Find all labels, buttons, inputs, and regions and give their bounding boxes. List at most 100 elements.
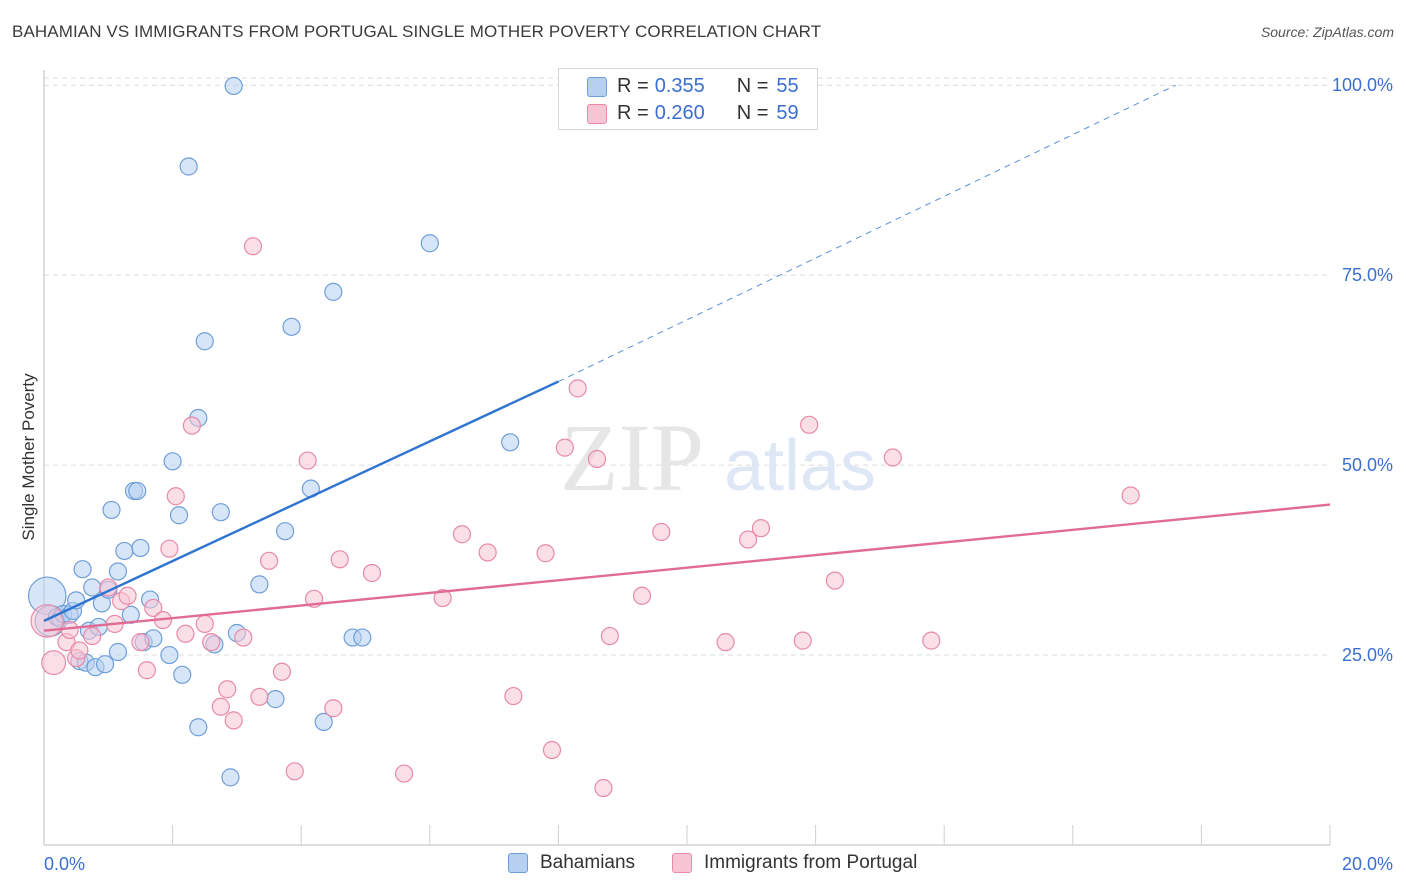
point-bahamians	[420, 234, 439, 253]
watermark-atlas: atlas	[724, 426, 876, 506]
watermark: ZIP atlas	[560, 404, 876, 511]
trendline-portugal	[43, 503, 1331, 632]
point-bahamians	[73, 560, 92, 579]
n-value: 59	[776, 101, 799, 124]
point-portugal	[883, 448, 902, 467]
n-label: N =	[736, 74, 769, 97]
point-bahamians	[189, 718, 208, 737]
r-label: R =	[617, 74, 649, 97]
point-portugal	[716, 633, 735, 652]
point-bahamians	[160, 645, 179, 665]
point-bahamians	[108, 642, 128, 662]
points-layer	[27, 76, 1140, 798]
point-portugal	[362, 563, 382, 583]
point-portugal	[793, 631, 812, 650]
legend-label: Immigrants from Portugal	[704, 852, 918, 873]
point-portugal	[298, 451, 317, 470]
point-portugal	[211, 697, 230, 716]
point-bahamians	[95, 655, 115, 674]
point-portugal	[259, 551, 279, 570]
point-bahamians	[115, 541, 134, 561]
point-portugal	[144, 598, 163, 618]
point-portugal	[800, 415, 819, 434]
point-bahamians	[179, 157, 198, 176]
y-tick-label: 100.0%	[1332, 75, 1393, 95]
point-portugal	[504, 686, 523, 706]
legend-swatch-portugal	[672, 853, 692, 873]
point-bahamians	[169, 506, 189, 525]
point-portugal	[83, 626, 102, 646]
point-portugal	[751, 519, 771, 538]
point-bahamians	[211, 503, 230, 522]
point-portugal	[922, 631, 941, 650]
point-portugal	[600, 626, 619, 646]
point-portugal	[224, 711, 243, 730]
point-portugal	[330, 550, 349, 569]
point-portugal	[394, 764, 414, 783]
y-tick-label: 25.0%	[1342, 645, 1393, 665]
stats-swatch-portugal	[587, 104, 607, 124]
point-bahamians	[83, 578, 102, 597]
point-bahamians	[163, 452, 182, 471]
point-bahamians	[266, 690, 285, 709]
point-portugal	[825, 571, 844, 590]
point-portugal	[176, 624, 195, 643]
stats-swatch-bahamians	[587, 77, 607, 97]
point-portugal	[70, 641, 89, 660]
point-bahamians	[250, 575, 269, 594]
point-portugal	[568, 379, 587, 398]
point-bahamians	[221, 768, 240, 787]
point-portugal	[160, 539, 179, 558]
stats-row-bahamians: R = 0.355 N = 55	[587, 73, 799, 99]
trendline-bahamians	[43, 380, 559, 622]
point-portugal	[542, 740, 562, 760]
point-bahamians	[353, 628, 372, 647]
legend-label: Bahamians	[540, 852, 636, 873]
trend-layer	[43, 84, 1331, 632]
axis-layer	[43, 70, 1331, 846]
r-value: 0.355	[654, 74, 705, 97]
legend-item-bahamians[interactable]: Bahamians	[508, 852, 635, 874]
point-portugal	[195, 614, 214, 633]
point-bahamians	[224, 76, 243, 96]
point-portugal	[166, 487, 185, 506]
watermark-zip: ZIP	[560, 404, 704, 511]
point-bahamians	[102, 500, 121, 520]
point-portugal	[30, 604, 64, 638]
point-portugal	[452, 525, 472, 544]
point-portugal	[41, 650, 67, 676]
point-portugal	[478, 543, 497, 562]
point-bahamians	[324, 282, 343, 301]
point-portugal	[272, 662, 292, 681]
point-portugal	[738, 530, 758, 549]
n-value: 55	[776, 74, 799, 97]
point-portugal	[652, 522, 671, 542]
point-portugal	[324, 699, 343, 718]
point-portugal	[131, 633, 150, 652]
point-portugal	[536, 544, 555, 563]
legend-item-portugal[interactable]: Immigrants from Portugal	[672, 852, 917, 874]
point-bahamians	[108, 562, 128, 581]
point-bahamians	[195, 332, 214, 351]
point-portugal	[118, 586, 137, 605]
point-portugal	[202, 633, 221, 652]
point-portugal	[285, 762, 304, 781]
point-portugal	[1121, 486, 1140, 505]
point-bahamians	[173, 665, 192, 684]
point-bahamians	[501, 433, 520, 452]
point-bahamians	[314, 712, 333, 732]
legend: Bahamians Immigrants from Portugal	[0, 852, 1406, 876]
x-tick-label: 20.0%	[1342, 854, 1393, 874]
point-portugal	[137, 661, 156, 680]
r-value: 0.260	[654, 101, 705, 124]
point-portugal	[218, 680, 237, 699]
chart-title: BAHAMIAN VS IMMIGRANTS FROM PORTUGAL SIN…	[12, 22, 822, 41]
r-label: R =	[617, 101, 649, 124]
point-portugal	[182, 416, 201, 435]
n-label: N =	[736, 101, 769, 124]
point-portugal	[243, 237, 263, 256]
y-axis-label: Single Mother Poverty	[19, 373, 38, 541]
stats-row-portugal: R = 0.260 N = 59	[587, 100, 799, 126]
labels-layer: 25.0% 50.0% 75.0% 100.0% 0.0% 20.0% Single Mot…	[19, 75, 1393, 874]
y-tick-label: 50.0%	[1342, 455, 1393, 475]
